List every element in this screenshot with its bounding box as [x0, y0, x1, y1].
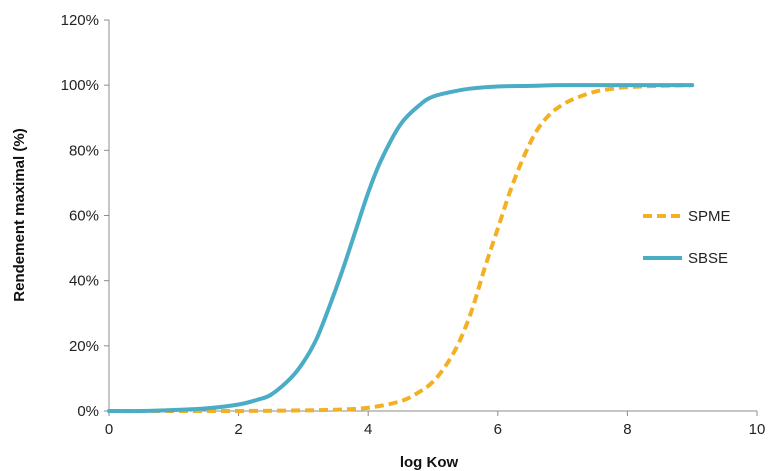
y-tick-label: 80%	[69, 142, 99, 159]
x-tick-label: 6	[494, 421, 502, 438]
x-axis-title: log Kow	[400, 454, 459, 471]
x-tick-label: 2	[234, 421, 242, 438]
series-line-spme	[108, 83, 693, 414]
y-tick-label: 60%	[69, 208, 99, 225]
y-axis-ticks: 0% 20% 40% 60% 80% 100% 120%	[61, 12, 109, 420]
x-axis-ticks: 0 2 4 6 8 10	[105, 411, 766, 438]
legend: SPME SBSE	[643, 208, 731, 267]
legend-label-spme: SPME	[688, 208, 731, 225]
x-tick-label: 10	[749, 421, 766, 438]
y-tick-label: 20%	[69, 338, 99, 355]
x-tick-label: 4	[364, 421, 372, 438]
y-tick-label: 100%	[61, 77, 99, 94]
y-tick-label: 0%	[77, 403, 99, 420]
x-tick-label: 8	[623, 421, 631, 438]
series-line-sbse	[107, 83, 695, 414]
y-tick-label: 120%	[61, 12, 99, 29]
y-tick-label: 40%	[69, 273, 99, 290]
y-axis-title: Rendement maximal (%)	[11, 128, 28, 301]
x-tick-label: 0	[105, 421, 113, 438]
legend-label-sbse: SBSE	[688, 250, 728, 267]
series-layer	[107, 83, 695, 414]
